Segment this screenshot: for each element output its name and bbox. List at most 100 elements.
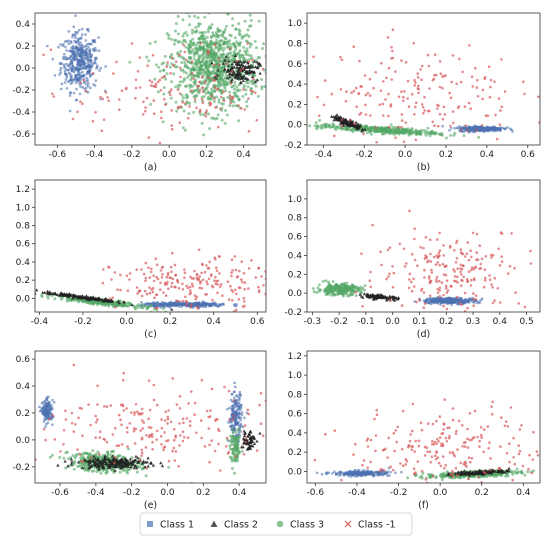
data-point-class-neg1 [204, 80, 207, 84]
data-point-class-1 [96, 64, 99, 67]
data-point-class-neg1 [537, 95, 540, 99]
data-point-class-2 [396, 296, 401, 299]
data-point-class-1 [74, 31, 77, 34]
data-point-class-neg1 [237, 286, 241, 289]
data-point-class-3 [184, 45, 188, 49]
data-point-class-3 [119, 304, 123, 308]
data-point-class-1 [476, 126, 480, 130]
data-point-class-3 [58, 455, 62, 459]
data-point-class-neg1 [192, 77, 195, 80]
data-point-class-neg1 [198, 286, 201, 290]
y-tick-label: 0.0 [16, 294, 31, 304]
data-point-class-1 [468, 128, 471, 131]
data-point-class-neg1 [391, 265, 394, 268]
data-point-class-neg1 [197, 279, 201, 282]
data-point-class-3 [203, 15, 207, 19]
data-point-class-3 [283, 47, 286, 50]
data-point-class-1 [233, 412, 237, 415]
x-tick-label: 0.0 [398, 150, 413, 160]
data-point-class-3 [186, 94, 190, 98]
data-point-class-3 [172, 72, 176, 76]
data-point-class-neg1 [460, 273, 463, 276]
data-point-class-neg1 [181, 288, 185, 291]
data-point-class-1 [45, 399, 49, 402]
data-point-class-1 [78, 61, 81, 64]
data-point-class-1 [195, 303, 198, 306]
data-point-class-neg1 [158, 141, 162, 145]
data-point-class-1 [473, 301, 476, 304]
data-point-class-neg1 [417, 91, 420, 95]
data-point-class-1 [77, 73, 81, 76]
data-point-class-neg1 [444, 74, 447, 77]
data-point-class-3 [234, 48, 238, 51]
data-point-class-3 [161, 307, 165, 311]
data-point-class-neg1 [428, 109, 431, 113]
data-point-class-1 [214, 304, 217, 307]
data-point-class-neg1 [190, 282, 194, 286]
data-point-class-neg1 [442, 293, 445, 297]
data-point-class-3 [235, 94, 239, 98]
data-point-class-1 [240, 424, 243, 428]
data-point-class-1 [40, 401, 44, 405]
data-point-class-neg1 [110, 278, 113, 281]
data-point-class-neg1 [487, 65, 491, 68]
data-point-class-neg1 [156, 80, 160, 84]
data-point-class-1 [71, 35, 74, 39]
data-point-class-neg1 [430, 268, 433, 272]
data-point-class-neg1 [467, 258, 471, 262]
data-point-class-neg1 [390, 57, 393, 60]
data-point-class-neg1 [150, 288, 153, 291]
data-point-class-1 [71, 81, 74, 84]
data-point-class-neg1 [81, 102, 84, 105]
data-point-class-1 [78, 82, 81, 86]
data-point-class-2 [103, 298, 107, 302]
data-point-class-3 [199, 35, 203, 39]
data-point-class-3 [194, 93, 198, 97]
data-point-class-3 [209, 97, 213, 101]
data-point-class-neg1 [163, 74, 167, 78]
data-point-class-1 [169, 302, 172, 305]
data-point-class-1 [239, 416, 242, 420]
data-point-class-1 [236, 405, 239, 408]
data-point-class-neg1 [154, 85, 157, 88]
data-point-class-3 [210, 50, 214, 54]
data-point-class-1 [92, 47, 95, 51]
data-point-class-1 [238, 432, 241, 435]
data-point-class-3 [219, 88, 223, 92]
data-point-class-1 [87, 63, 91, 67]
data-point-class-neg1 [229, 284, 232, 288]
data-point-class-2 [234, 73, 239, 77]
data-point-class-1 [65, 87, 69, 90]
y-tick-label: -0.4 [12, 108, 30, 118]
data-point-class-1 [413, 300, 416, 303]
data-point-class-1 [85, 44, 88, 47]
data-point-class-neg1 [247, 267, 251, 270]
data-point-class-neg1 [482, 285, 486, 289]
data-point-class-2 [348, 121, 352, 125]
x-tick-label: 0.0 [386, 317, 401, 327]
data-point-class-neg1 [437, 251, 441, 255]
data-point-class-3 [40, 293, 44, 297]
data-point-class-3 [162, 86, 166, 90]
data-point-class-3 [324, 279, 328, 283]
data-point-class-3 [231, 17, 235, 21]
data-point-class-1 [462, 130, 465, 133]
data-point-class-3 [333, 126, 337, 130]
data-point-class-2 [339, 120, 344, 124]
data-point-class-neg1 [154, 82, 158, 86]
data-point-class-neg1 [428, 294, 432, 298]
data-point-class-3 [324, 287, 328, 291]
data-point-class-neg1 [171, 56, 174, 60]
data-point-class-2 [368, 295, 372, 299]
data-point-class-2 [227, 69, 231, 73]
data-point-class-3 [221, 49, 225, 53]
data-point-class-neg1 [135, 268, 138, 272]
data-point-class-neg1 [414, 101, 418, 105]
data-point-class-3 [214, 45, 218, 49]
data-point-class-1 [45, 403, 48, 407]
data-point-class-1 [237, 415, 240, 418]
data-point-class-3 [196, 16, 200, 20]
data-point-class-3 [221, 82, 225, 86]
data-point-class-neg1 [217, 255, 221, 258]
data-point-class-neg1 [102, 268, 105, 271]
